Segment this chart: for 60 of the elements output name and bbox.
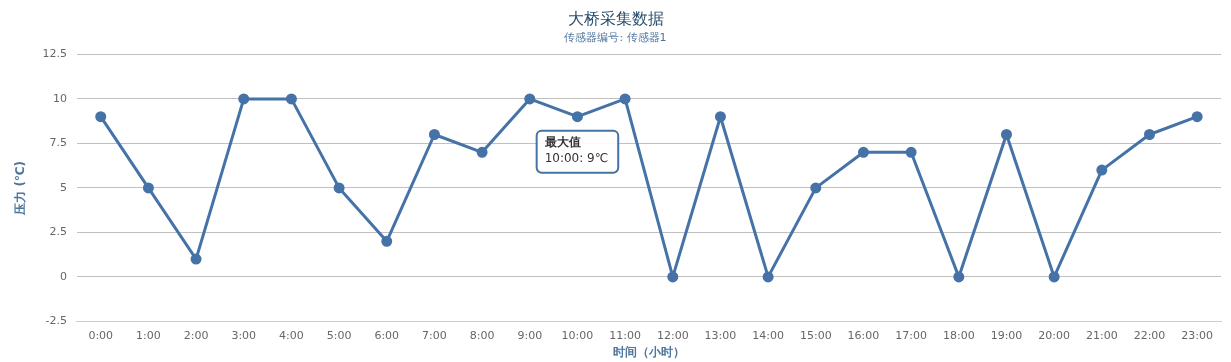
point [857,146,869,158]
x-axis-title: 时间（小时） [612,344,685,359]
x-tick-label: 7:00 [422,328,447,342]
x-tick-label: 10:00 [561,328,594,342]
x-tick-label: 12:00 [656,328,689,342]
x-tick-label: 16:00 [847,328,880,342]
annotation: 最大值 10:00: 9℃ [543,134,609,165]
point [238,93,250,105]
point [762,271,774,283]
x-tick-label: 6:00 [374,328,400,342]
x-tick-label: 13:00 [704,328,737,342]
y-tick-label: 0 [59,269,67,283]
x-tick-label: 4:00 [279,328,304,342]
y-tick-label: 5 [59,180,67,194]
x-tick-label: 17:00 [895,328,927,342]
x-tick-label: 5:00 [326,328,352,342]
x-tick-label: 3:00 [231,328,257,342]
point [285,93,297,105]
x-tick-label: 9:00 [517,328,543,342]
x-tick-label: 1:00 [136,328,161,342]
point [190,253,202,265]
point [1048,271,1060,283]
chart-subtitle: 传感器编号: 传感器1 [564,30,667,44]
point [524,93,536,105]
x-tick-label: 15:00 [799,328,832,342]
point [381,235,393,247]
x-tick-label: 19:00 [990,328,1023,342]
x-tick-label: 21:00 [1085,328,1118,342]
point [667,271,679,283]
x-tick-label: 11:00 [609,328,641,342]
point [1143,129,1155,140]
x-tick-label: 22:00 [1133,328,1166,342]
point [142,182,154,194]
point [905,146,917,158]
point [810,182,822,194]
x-tick-label: 14:00 [752,328,784,342]
y-tick-label: -2.5 [45,314,67,328]
point [571,111,583,123]
point [333,182,345,194]
point [1000,129,1012,140]
x-tick-label: 0:00 [88,328,114,342]
y-tick-label: 12.5 [42,47,67,61]
point [476,146,488,158]
point [1096,164,1108,176]
y-tick-label: 10 [52,91,67,105]
x-tick-label: 2:00 [183,328,209,342]
y-axis-title: 压力 (℃) [13,161,28,216]
x-tick-label: 8:00 [469,328,495,342]
point [619,93,631,105]
y-tick-label: 7.5 [49,136,67,150]
point [95,111,107,123]
point [953,271,965,283]
chart-title: 大桥采集数据 [567,8,664,28]
x-tick-label: 18:00 [942,328,975,342]
x-tick-label: 23:00 [1181,328,1214,342]
y-tick-label: 2.5 [49,225,67,239]
point [1191,111,1203,123]
x-tick-label: 20:00 [1038,328,1070,342]
point [428,129,440,140]
point [714,111,726,123]
